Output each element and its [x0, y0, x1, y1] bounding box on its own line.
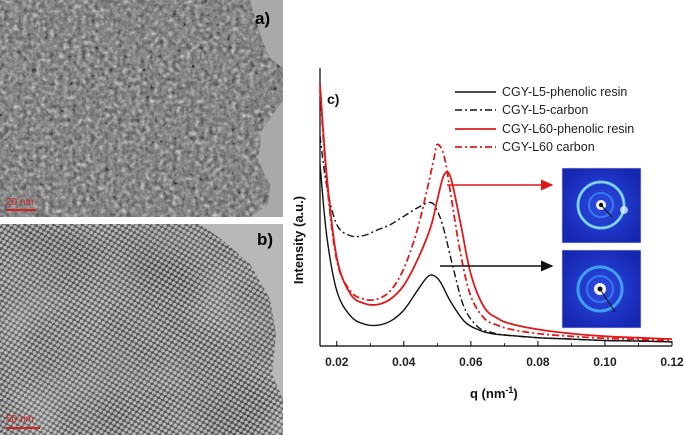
saxs-pattern-bottom — [561, 249, 642, 329]
x-tick-label: 0.06 — [459, 355, 483, 369]
legend-item-3: CGY-L60 carbon — [455, 140, 595, 154]
x-tick-label: 0.12 — [660, 355, 684, 369]
tem-image-a — [0, 0, 283, 217]
legend-label-3: CGY-L60 carbon — [502, 140, 595, 154]
legend: CGY-L5-phenolic resin CGY-L5-carbon CGY-… — [455, 85, 634, 154]
scalebar-a — [6, 209, 36, 211]
series-line-1 — [319, 136, 673, 343]
saxs-pattern-top — [561, 167, 642, 244]
tem-image-b-graphic — [0, 224, 283, 435]
tem-image-b — [0, 224, 283, 435]
panel-label-c: c) — [327, 91, 339, 107]
scalebar-label-b: 50 nm — [6, 414, 34, 425]
x-tick-label: 0.10 — [593, 355, 617, 369]
scalebar-label-a: 20 nm — [6, 197, 34, 208]
x-tick-label: 0.02 — [325, 355, 349, 369]
x-ticks: 0.02 0.04 0.06 0.08 0.10 0.12 — [325, 341, 684, 369]
panel-label-b: b) — [257, 230, 274, 249]
x-axis-title: q (nm-1) — [470, 385, 518, 401]
series-line-2 — [319, 83, 673, 340]
legend-item-1: CGY-L5-carbon — [455, 103, 588, 117]
series-line-3 — [319, 89, 673, 342]
legend-item-2: CGY-L60-phenolic resin — [455, 122, 634, 136]
legend-label-2: CGY-L60-phenolic resin — [502, 122, 634, 136]
panel-label-a: a) — [255, 9, 271, 28]
series-lines — [319, 83, 673, 343]
y-axis-title: Intensity (a.u.) — [291, 196, 306, 284]
legend-label-0: CGY-L5-phenolic resin — [502, 85, 627, 99]
x-tick-label: 0.08 — [526, 355, 550, 369]
legend-label-1: CGY-L5-carbon — [502, 103, 588, 117]
tem-image-a-graphic — [0, 0, 283, 217]
scalebar-b — [6, 427, 40, 429]
legend-item-0: CGY-L5-phenolic resin — [455, 85, 627, 99]
x-tick-label: 0.04 — [392, 355, 416, 369]
